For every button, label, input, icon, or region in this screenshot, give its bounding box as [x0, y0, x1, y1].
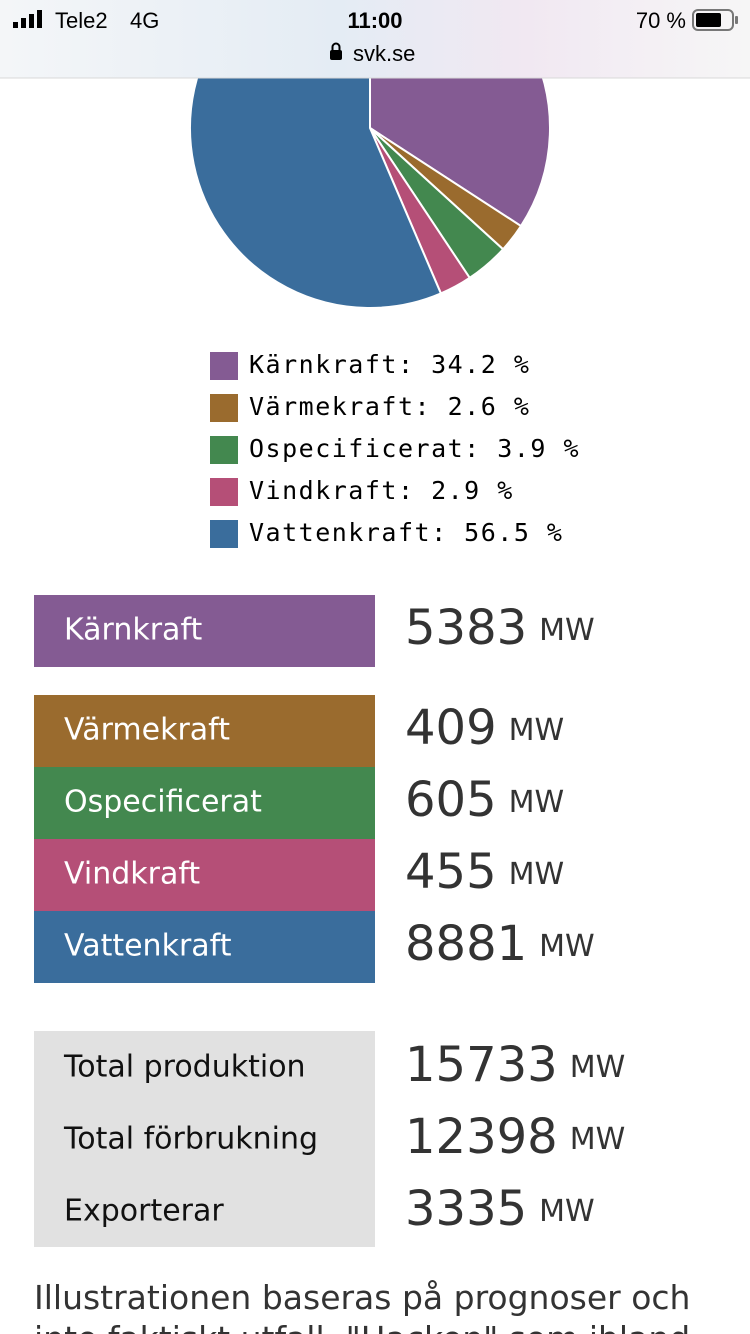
source-value: 605 MW — [405, 772, 564, 828]
source-cell — [34, 595, 375, 667]
total-value: 12398 MW — [405, 1109, 625, 1165]
legend-label: Vattenkraft: 56.5 % — [249, 518, 563, 547]
totals-table: Total produktion 15733 MW Total förbrukning… — [63, 1037, 625, 1237]
source-label: Kärnkraft — [64, 613, 202, 648]
source-value: 8881 MW — [405, 916, 595, 972]
value: 12398 — [405, 1109, 558, 1165]
status-bar: Tele2 4G 11:00 70 % svk.se — [0, 0, 750, 79]
signal-icon — [29, 14, 34, 28]
total-value: 15733 MW — [405, 1037, 625, 1093]
source-label: Vattenkraft — [64, 929, 232, 964]
battery-level: 70 % — [636, 8, 686, 33]
footer-text: Illustrationen baseras på prognoser och — [34, 1278, 690, 1317]
source-value: 5383 MW — [405, 600, 595, 656]
value: 5383 — [405, 600, 527, 656]
signal-icon — [37, 10, 42, 28]
battery-tip — [735, 16, 738, 24]
source-label: Värmekraft — [64, 713, 230, 748]
legend-label: Värmekraft: 2.6 % — [249, 392, 530, 421]
unit: MW — [509, 713, 565, 748]
signal-icon — [21, 18, 26, 28]
source-cell — [34, 695, 375, 767]
total-label: Exporterar — [64, 1194, 224, 1229]
carrier: Tele2 — [55, 8, 108, 33]
source-value: 409 MW — [405, 700, 564, 756]
legend-swatch — [210, 352, 238, 380]
legend-label: Kärnkraft: 34.2 % — [249, 350, 530, 379]
legend-swatch — [210, 520, 238, 548]
total-label: Total förbrukning — [63, 1122, 318, 1157]
production-table: Kärnkraft 5383 MW Värmekraft 409 MW Ospecifice… — [34, 595, 595, 983]
unit: MW — [539, 1194, 595, 1229]
total-value: 3335 MW — [405, 1181, 595, 1237]
legend-swatch — [210, 394, 238, 422]
legend-label: Vindkraft: 2.9 % — [249, 476, 514, 505]
unit: MW — [509, 857, 565, 892]
lock-icon — [331, 42, 341, 50]
value: 15733 — [405, 1037, 558, 1093]
signal-icon — [13, 22, 18, 28]
unit: MW — [570, 1050, 626, 1085]
source-label: Ospecificerat — [64, 785, 262, 820]
clock: 11:00 — [347, 8, 402, 33]
unit: MW — [509, 785, 565, 820]
url[interactable]: svk.se — [353, 41, 415, 66]
battery-fill — [696, 13, 721, 27]
unit: MW — [570, 1122, 626, 1157]
value: 605 — [405, 772, 497, 828]
network: 4G — [130, 8, 159, 33]
lock-icon — [330, 50, 342, 60]
battery-icon — [692, 9, 734, 31]
source-cell — [34, 767, 375, 839]
source-value: 455 MW — [405, 844, 564, 900]
source-cell — [34, 839, 375, 911]
source-cell — [34, 911, 375, 983]
total-label: Total produktion — [63, 1050, 306, 1085]
unit: MW — [539, 929, 595, 964]
footer-text: inte faktiskt utfall. "Hacken" som iblan… — [34, 1319, 690, 1334]
legend-swatch — [210, 478, 238, 506]
legend-label: Ospecificerat: 3.9 % — [249, 434, 580, 463]
status-bar-bg — [0, 0, 750, 78]
legend: Kärnkraft: 34.2 % Värmekraft: 2.6 % Ospeci… — [210, 350, 580, 548]
value: 409 — [405, 700, 497, 756]
value: 455 — [405, 844, 497, 900]
unit: MW — [539, 613, 595, 648]
source-label: Vindkraft — [64, 857, 200, 892]
totals-box — [34, 1031, 375, 1247]
legend-swatch — [210, 436, 238, 464]
value: 3335 — [405, 1181, 527, 1237]
value: 8881 — [405, 916, 527, 972]
